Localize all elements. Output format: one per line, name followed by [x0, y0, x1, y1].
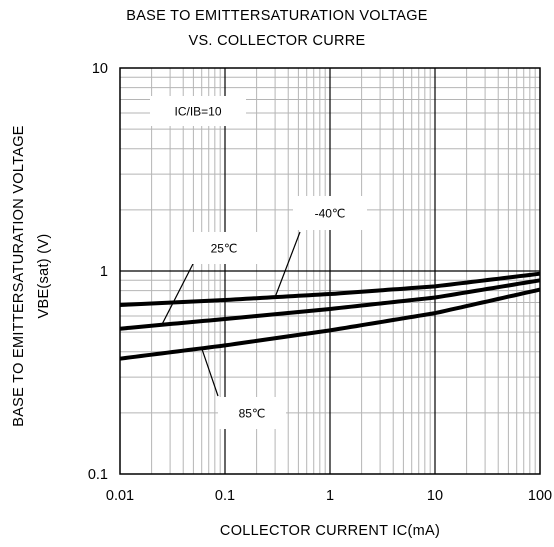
- series-line: [119, 278, 541, 331]
- series-label-bg: [293, 196, 367, 230]
- plot-frame: [119, 67, 541, 475]
- x-tick-label: 0.01: [106, 488, 134, 504]
- annotation-layer: IC/IB=10 -40℃ 25℃ 85℃: [150, 96, 367, 429]
- series-label-bg: [190, 232, 258, 264]
- x-tick-label: 100: [528, 488, 552, 504]
- y-tick-label: 10: [92, 61, 108, 77]
- condition-label-bg: [150, 96, 246, 126]
- y-tick-label: 1: [100, 264, 108, 280]
- series-label: 25℃: [211, 242, 238, 256]
- series-layer: [119, 271, 541, 361]
- series-label: -40℃: [315, 207, 346, 221]
- chart-title-line1: BASE TO EMITTERSATURATION VOLTAGE: [126, 8, 428, 24]
- x-tick-label: 1: [326, 488, 334, 504]
- series-label-bg: [218, 397, 286, 429]
- y-tick-label: 0.1: [88, 467, 108, 483]
- x-tick-label: 0.1: [215, 488, 235, 504]
- series-line: [119, 287, 541, 361]
- leader-line: [274, 231, 301, 298]
- tick-label-layer: 0.01 0.1 1 10 100 10 1 0.1: [88, 61, 552, 504]
- chart-title-line2: VS. COLLECTOR CURRE: [188, 33, 366, 49]
- x-axis-label: COLLECTOR CURRENT IC(mA): [219, 523, 441, 539]
- leader-line: [201, 348, 219, 397]
- x-tick-label: 10: [427, 488, 443, 504]
- leader-line: [161, 257, 197, 326]
- series-line: [119, 271, 541, 307]
- condition-label: IC/IB=10: [174, 105, 221, 119]
- series-label: 85℃: [239, 407, 266, 421]
